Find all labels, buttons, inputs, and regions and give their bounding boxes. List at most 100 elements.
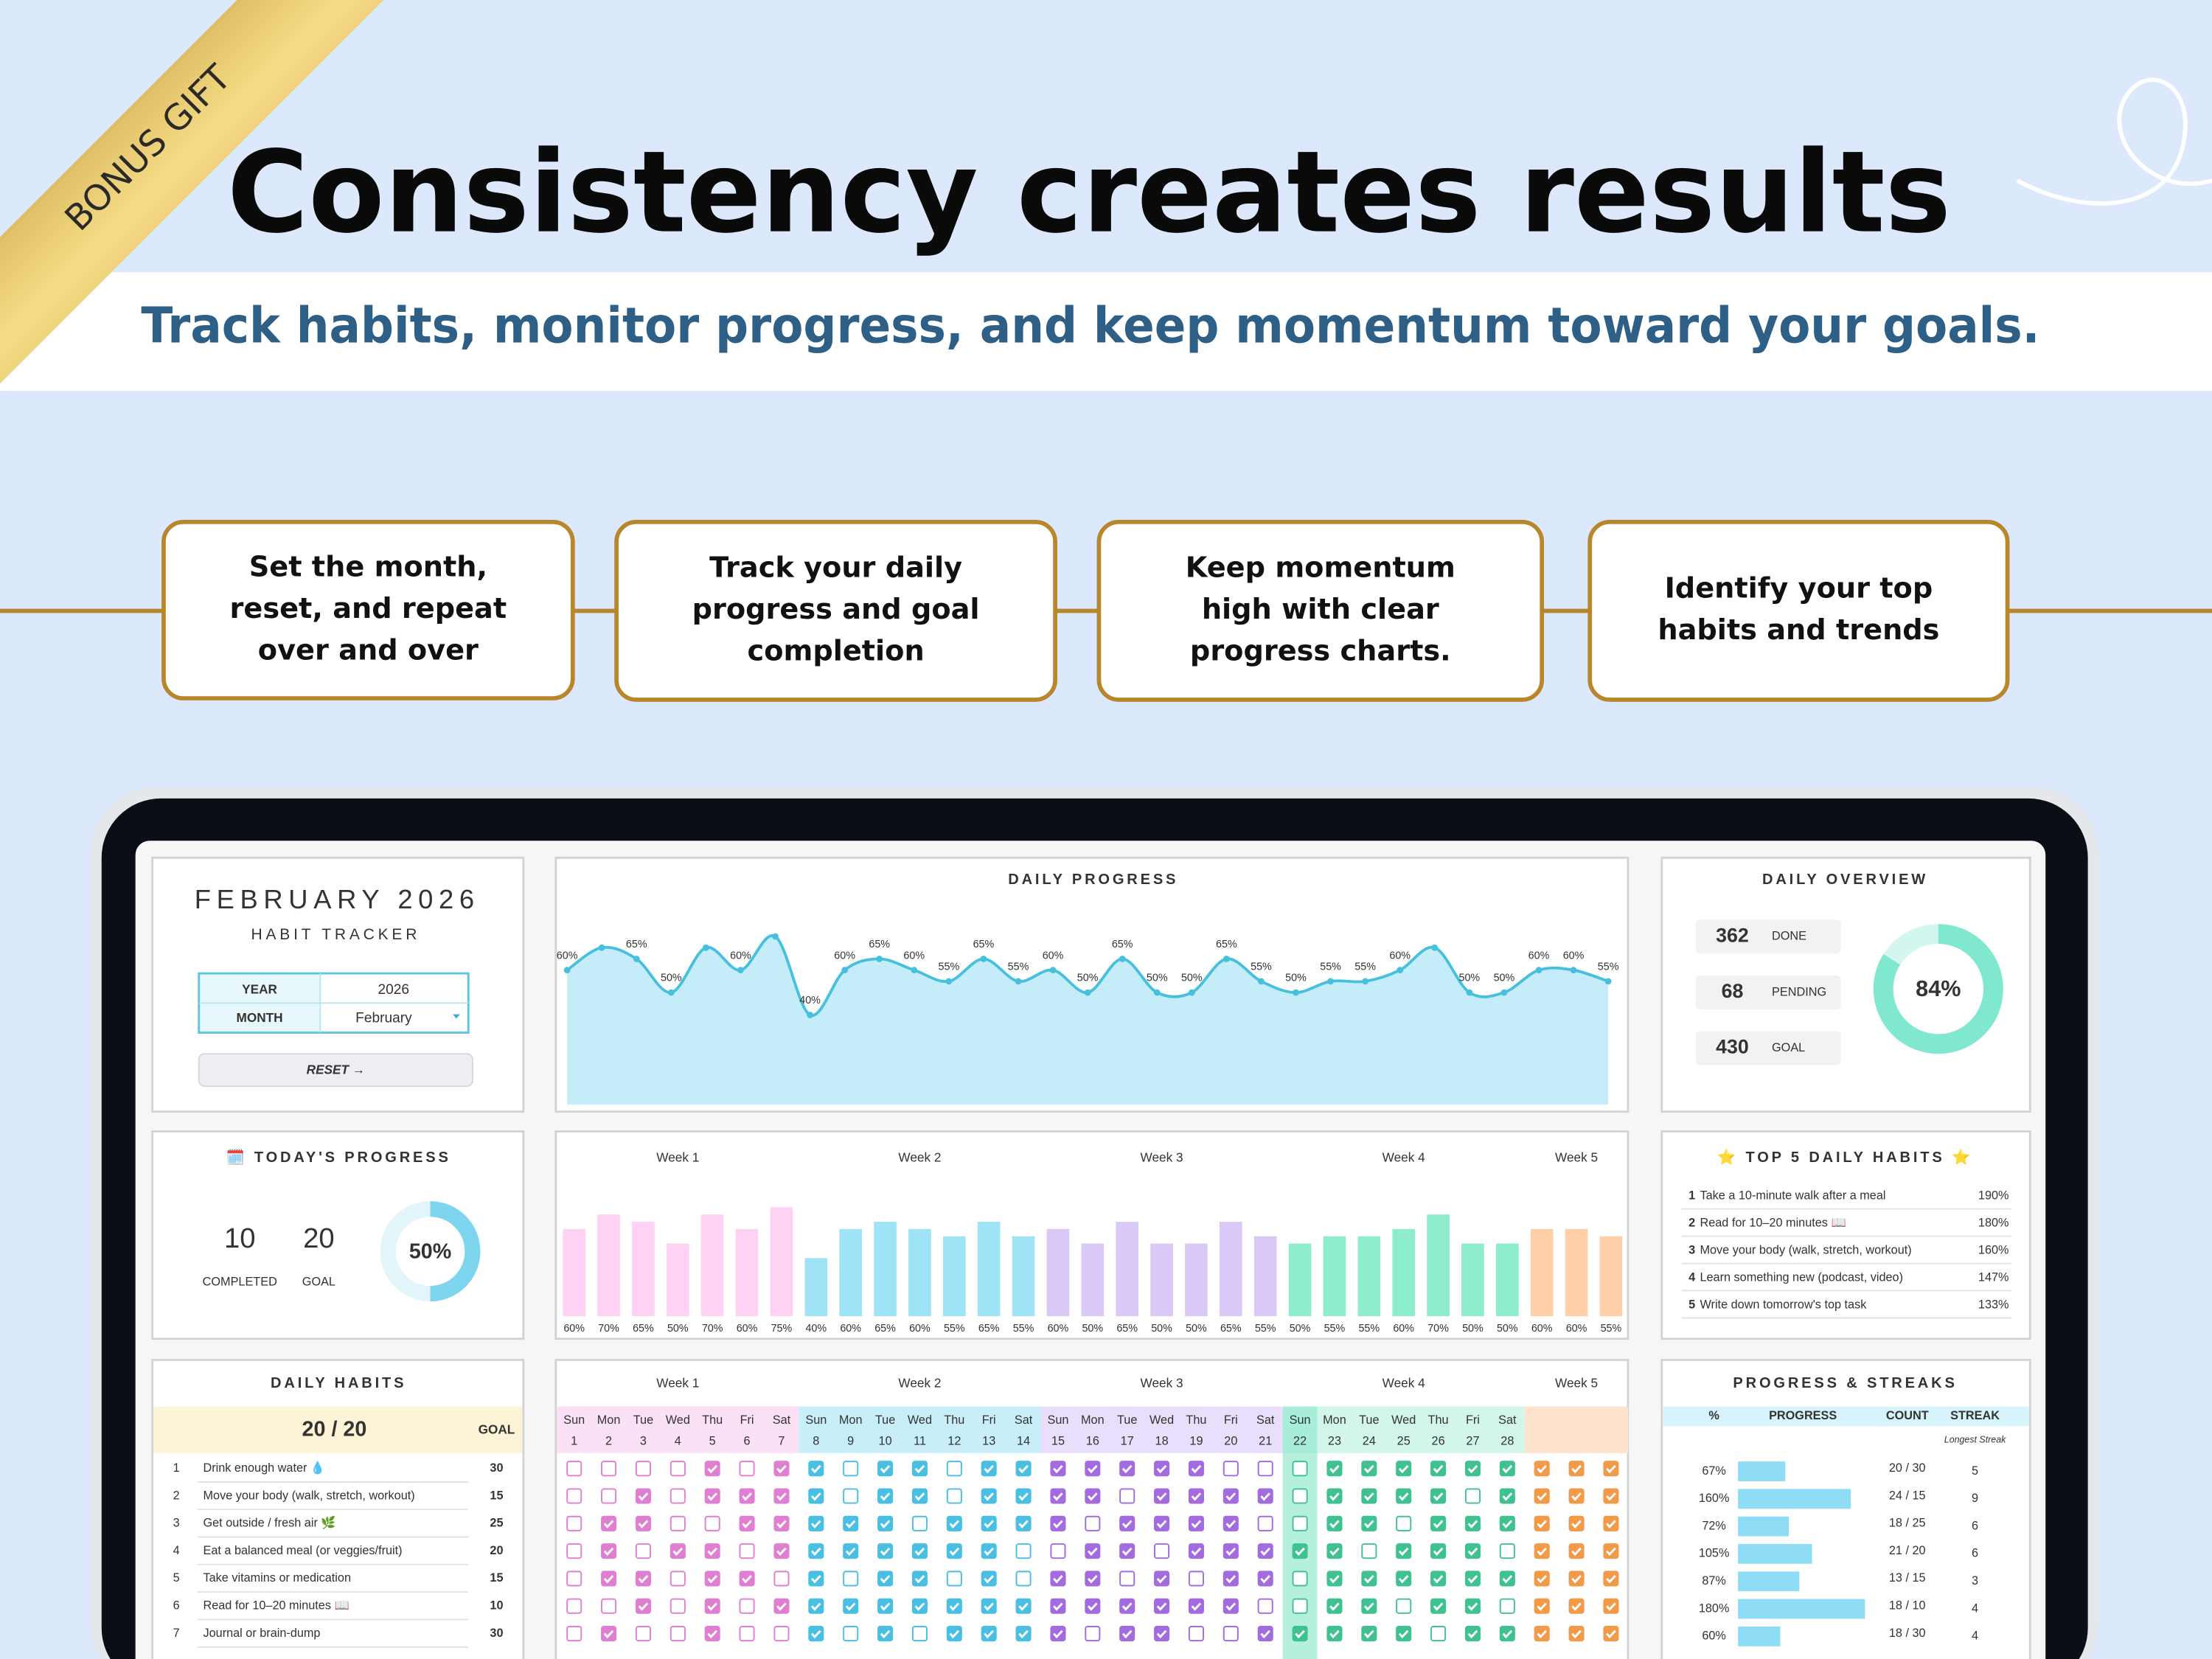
- checkbox[interactable]: [981, 1543, 997, 1559]
- checkbox[interactable]: [1119, 1461, 1135, 1477]
- checkbox[interactable]: [946, 1626, 962, 1642]
- checkbox[interactable]: [739, 1571, 755, 1587]
- checkbox[interactable]: [1361, 1461, 1377, 1477]
- checkbox[interactable]: [946, 1461, 962, 1477]
- checkbox[interactable]: [843, 1461, 859, 1477]
- checkbox[interactable]: [739, 1515, 755, 1531]
- checkbox[interactable]: [1222, 1598, 1239, 1614]
- checkbox[interactable]: [946, 1488, 962, 1504]
- checkbox[interactable]: [601, 1626, 617, 1642]
- checkbox[interactable]: [1499, 1461, 1515, 1477]
- checkbox[interactable]: [1603, 1515, 1619, 1531]
- checkbox[interactable]: [808, 1626, 824, 1642]
- checkbox[interactable]: [773, 1515, 790, 1531]
- checkbox[interactable]: [808, 1515, 824, 1531]
- checkbox[interactable]: [1257, 1543, 1273, 1559]
- checkbox[interactable]: [1222, 1515, 1239, 1531]
- checkbox[interactable]: [981, 1461, 997, 1477]
- checkbox[interactable]: [1326, 1461, 1343, 1477]
- checkbox[interactable]: [773, 1543, 790, 1559]
- checkbox[interactable]: [1326, 1543, 1343, 1559]
- checkbox[interactable]: [1534, 1571, 1550, 1587]
- checkbox[interactable]: [601, 1461, 617, 1477]
- checkbox[interactable]: [1361, 1488, 1377, 1504]
- checkbox[interactable]: [1534, 1488, 1550, 1504]
- checkbox[interactable]: [1499, 1488, 1515, 1504]
- checkbox[interactable]: [1326, 1515, 1343, 1531]
- checkbox[interactable]: [1292, 1571, 1308, 1587]
- reset-button[interactable]: [198, 1053, 473, 1088]
- checkbox[interactable]: [669, 1598, 686, 1614]
- checkbox[interactable]: [739, 1598, 755, 1614]
- checkbox[interactable]: [566, 1571, 582, 1587]
- checkbox[interactable]: [1050, 1543, 1066, 1559]
- checkbox[interactable]: [946, 1598, 962, 1614]
- checkbox[interactable]: [1396, 1515, 1412, 1531]
- checkbox[interactable]: [704, 1488, 720, 1504]
- checkbox[interactable]: [1050, 1515, 1066, 1531]
- checkbox[interactable]: [877, 1461, 894, 1477]
- checkbox[interactable]: [946, 1543, 962, 1559]
- checkbox[interactable]: [1396, 1543, 1412, 1559]
- checkbox[interactable]: [669, 1461, 686, 1477]
- checkbox[interactable]: [1292, 1543, 1308, 1559]
- checkbox[interactable]: [1396, 1488, 1412, 1504]
- checkbox[interactable]: [739, 1543, 755, 1559]
- checkbox[interactable]: [1188, 1543, 1204, 1559]
- checkbox[interactable]: [1361, 1515, 1377, 1531]
- month-select[interactable]: February: [355, 1010, 412, 1026]
- checkbox[interactable]: [1292, 1461, 1308, 1477]
- checkbox[interactable]: [601, 1488, 617, 1504]
- checkbox[interactable]: [808, 1598, 824, 1614]
- checkbox[interactable]: [1257, 1488, 1273, 1504]
- checkbox[interactable]: [739, 1626, 755, 1642]
- checkbox[interactable]: [1188, 1488, 1204, 1504]
- checkbox[interactable]: [981, 1598, 997, 1614]
- checkbox[interactable]: [1188, 1626, 1204, 1642]
- checkbox[interactable]: [1222, 1571, 1239, 1587]
- checkbox[interactable]: [704, 1598, 720, 1614]
- checkbox[interactable]: [981, 1571, 997, 1587]
- checkbox[interactable]: [911, 1461, 928, 1477]
- checkbox[interactable]: [669, 1515, 686, 1531]
- checkbox[interactable]: [1154, 1515, 1170, 1531]
- checkbox[interactable]: [773, 1461, 790, 1477]
- checkbox[interactable]: [773, 1626, 790, 1642]
- checkbox[interactable]: [773, 1571, 790, 1587]
- checkbox[interactable]: [1396, 1461, 1412, 1477]
- checkbox[interactable]: [1361, 1571, 1377, 1587]
- checkbox[interactable]: [1568, 1488, 1585, 1504]
- checkbox[interactable]: [1292, 1488, 1308, 1504]
- checkbox[interactable]: [1603, 1626, 1619, 1642]
- checkbox[interactable]: [1464, 1571, 1481, 1587]
- checkbox[interactable]: [1257, 1461, 1273, 1477]
- checkbox[interactable]: [1499, 1598, 1515, 1614]
- checkbox[interactable]: [1015, 1598, 1032, 1614]
- checkbox[interactable]: [1050, 1488, 1066, 1504]
- checkbox[interactable]: [1188, 1598, 1204, 1614]
- checkbox[interactable]: [1326, 1626, 1343, 1642]
- checkbox[interactable]: [635, 1461, 651, 1477]
- checkbox[interactable]: [1085, 1598, 1101, 1614]
- checkbox[interactable]: [1464, 1598, 1481, 1614]
- checkbox[interactable]: [1154, 1543, 1170, 1559]
- checkbox[interactable]: [1430, 1515, 1447, 1531]
- checkbox[interactable]: [1326, 1598, 1343, 1614]
- checkbox[interactable]: [1464, 1626, 1481, 1642]
- checkbox[interactable]: [1430, 1543, 1447, 1559]
- checkbox[interactable]: [566, 1461, 582, 1477]
- checkbox[interactable]: [1361, 1598, 1377, 1614]
- checkbox[interactable]: [1396, 1626, 1412, 1642]
- checkbox[interactable]: [1154, 1571, 1170, 1587]
- checkbox[interactable]: [1222, 1626, 1239, 1642]
- checkbox[interactable]: [1015, 1461, 1032, 1477]
- checkbox[interactable]: [1050, 1598, 1066, 1614]
- checkbox[interactable]: [1464, 1461, 1481, 1477]
- checkbox[interactable]: [704, 1571, 720, 1587]
- checkbox[interactable]: [1085, 1515, 1101, 1531]
- checkbox[interactable]: [635, 1488, 651, 1504]
- checkbox[interactable]: [635, 1515, 651, 1531]
- checkbox[interactable]: [1085, 1626, 1101, 1642]
- checkbox[interactable]: [1568, 1543, 1585, 1559]
- checkbox[interactable]: [946, 1515, 962, 1531]
